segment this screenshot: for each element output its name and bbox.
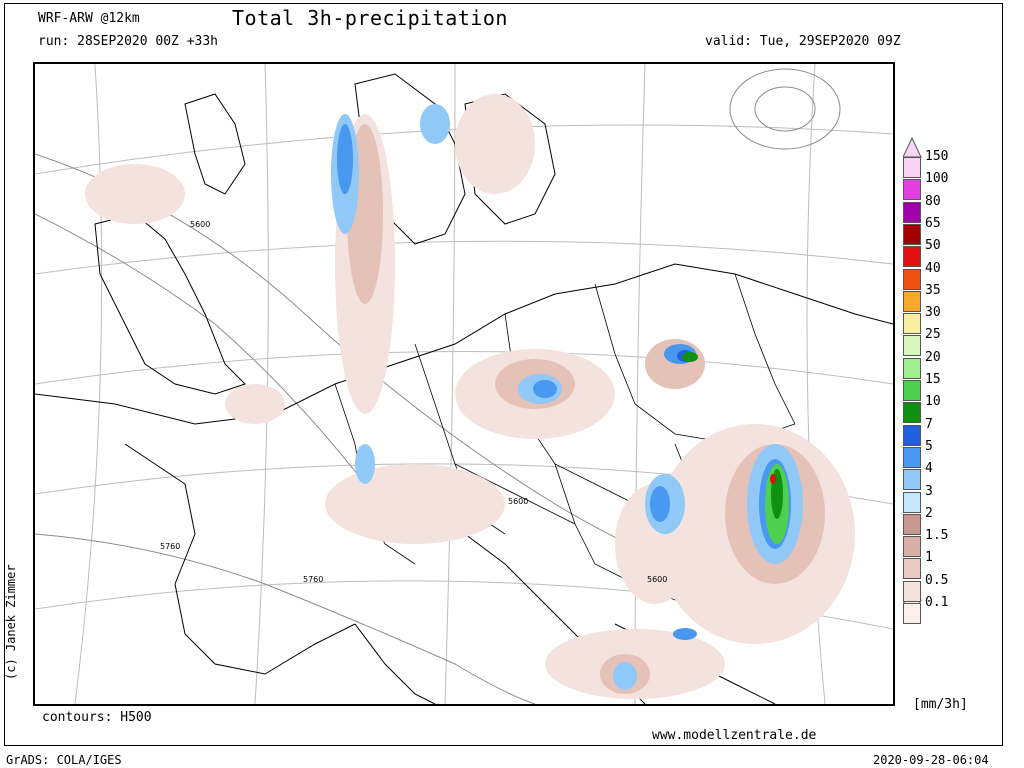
color-legend: 150 100 80 65 50 40 35 30 25 20 15 10 7 5 4 3 2 1.5 1 0.5 0.… (903, 136, 983, 632)
legend-label: 25 (925, 327, 941, 343)
legend-swatch (903, 580, 921, 602)
legend-label: 100 (925, 171, 949, 187)
software-label: GrADS: COLA/IGES (6, 753, 122, 767)
legend-label: 50 (925, 238, 941, 254)
legend-label: 7 (925, 416, 933, 432)
map-canvas: 5600 5760 5760 5600 5600 (35, 64, 893, 704)
contour-label: 5600 (508, 497, 528, 506)
legend-swatch (903, 424, 921, 446)
legend-swatch (903, 446, 921, 468)
legend-label: 5 (925, 438, 933, 454)
legend-swatch (903, 603, 921, 624)
legend-label: 150 (925, 149, 949, 164)
website-link[interactable]: www.modellzentrale.de (652, 728, 817, 743)
legend-swatch (903, 357, 921, 379)
legend-swatch (903, 469, 921, 491)
contour-label: 5760 (303, 575, 323, 584)
legend-label: 1 (925, 550, 933, 566)
legend-swatch (903, 536, 921, 558)
legend-swatch (903, 335, 921, 357)
legend-swatch (903, 179, 921, 201)
precipitation-heavy (331, 104, 803, 690)
contour-labels: 5600 5760 5760 5600 5600 (160, 220, 667, 584)
legend-label: 1.5 (925, 528, 949, 544)
legend-label: 40 (925, 260, 941, 276)
legend-swatch (903, 268, 921, 290)
legend-swatch (903, 558, 921, 580)
copyright-label: (c) Janek Zimmer (4, 564, 18, 680)
legend-label: 20 (925, 349, 941, 365)
legend-swatch (903, 201, 921, 223)
legend-units: [mm/3h] (913, 697, 968, 712)
legend-swatch (903, 402, 921, 424)
timestamp-label: 2020-09-28-06:04 (873, 753, 989, 767)
map-title: Total 3h-precipitation (232, 6, 508, 30)
legend-label: 80 (925, 193, 941, 209)
legend-swatch (903, 157, 921, 178)
model-label: WRF-ARW @12km (38, 11, 140, 26)
legend-swatch (903, 290, 921, 312)
contours-label: contours: H500 (42, 710, 152, 725)
legend-label: 4 (925, 461, 933, 477)
legend-label: 35 (925, 282, 941, 298)
legend-label: 3 (925, 483, 933, 499)
contour-label: 5600 (647, 575, 667, 584)
legend-swatch (903, 513, 921, 535)
legend-swatch (903, 246, 921, 268)
legend-label: 10 (925, 394, 941, 410)
legend-swatch (903, 313, 921, 335)
legend-label: 15 (925, 372, 941, 387)
legend-swatch (903, 380, 921, 401)
legend-swatch (903, 491, 921, 513)
legend-label: 2 (925, 505, 933, 521)
precipitation-light (85, 94, 855, 699)
legend-label: 65 (925, 215, 941, 231)
legend-label: 30 (925, 305, 941, 321)
precipitation-map: 5600 5760 5760 5600 5600 (33, 62, 895, 706)
legend-swatch (903, 223, 921, 245)
contour-label: 5600 (190, 220, 210, 229)
contour-label: 5760 (160, 542, 180, 551)
legend-label: 0.5 (925, 572, 949, 588)
run-label: run: 28SEP2020 00Z +33h (38, 34, 219, 49)
legend-label: 0.1 (925, 595, 949, 610)
valid-time-label: valid: Tue, 29SEP2020 09Z (705, 34, 901, 49)
